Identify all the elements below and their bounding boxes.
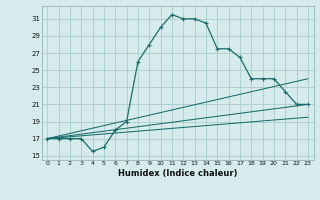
X-axis label: Humidex (Indice chaleur): Humidex (Indice chaleur) [118,169,237,178]
